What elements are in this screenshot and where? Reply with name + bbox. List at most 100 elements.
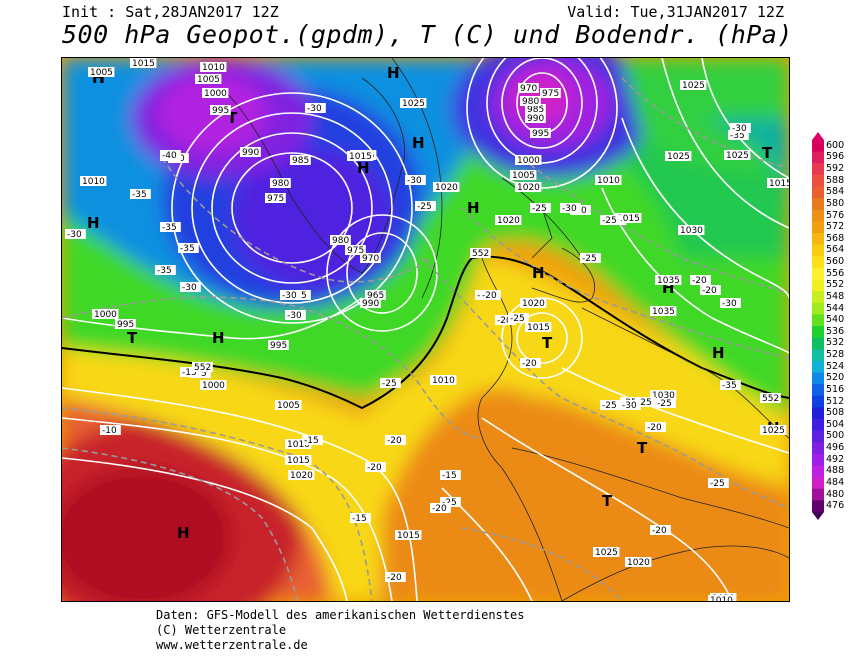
isobar-label-box [345, 245, 366, 255]
isotherm-label-box [580, 253, 601, 263]
isotherm-label: -20 [482, 291, 497, 301]
legend-swatch [812, 244, 824, 257]
height-label-box [470, 248, 491, 258]
isobar-label-box [595, 175, 622, 185]
isotherm-label-box [178, 243, 199, 253]
isotherm-label-box [480, 290, 501, 300]
isobar-label: 980 [332, 236, 349, 246]
legend-label: 576 [826, 209, 845, 221]
isobar-label: 1035 [652, 307, 675, 317]
isotherm-label: -20 [692, 276, 707, 286]
isotherm-label-box [430, 503, 451, 513]
isobar-label-box [708, 595, 735, 601]
isobar-label: 965 [367, 291, 384, 301]
isobar-label-box [680, 80, 707, 90]
low-pressure-center: T [127, 329, 138, 347]
isobar-label-box [202, 88, 229, 98]
legend-label: 528 [826, 349, 845, 361]
isotherm-label-box [720, 380, 741, 390]
isobar-label: 1015 [617, 214, 640, 224]
isotherm-label: -15 [182, 368, 197, 378]
isobar-label-box [433, 182, 460, 192]
isotherm-label: -10 [102, 426, 117, 436]
height-label-box [192, 362, 213, 372]
isotherm-label-box [650, 525, 671, 535]
isobar-label: 1025 [726, 151, 749, 161]
isobar-label-box [275, 400, 302, 410]
valid-time: Valid: Tue,31JAN2017 12Z [567, 3, 784, 21]
legend-label: 560 [826, 256, 845, 268]
legend-label: 508 [826, 407, 845, 419]
isotherms [62, 77, 789, 601]
isotherm-label-box [530, 203, 551, 213]
isotherm-label-box [180, 282, 201, 292]
isotherm-label: -35 [132, 190, 147, 200]
isotherm-label: -35 [730, 131, 745, 141]
legend-bar [812, 140, 824, 512]
isotherm-label: -20 [432, 504, 447, 514]
isotherm-label-box [365, 462, 386, 472]
legend-swatch [812, 360, 824, 373]
weather-map[interactable]: HHHHHHHHHHHHTTTTTTT 10051015101010051000… [61, 57, 790, 602]
high-pressure-center: H [712, 344, 725, 362]
isobar-label: 1025 [402, 99, 425, 109]
high-pressure-center: H [177, 524, 190, 542]
isobar-label-box [525, 322, 552, 332]
footer-website[interactable]: www.wetterzentrale.de [156, 638, 308, 652]
isotherm-label: -15 [352, 514, 367, 524]
legend-label: 536 [826, 325, 845, 337]
isobar-label-box [200, 62, 227, 72]
isotherm-label: -30 [182, 283, 197, 293]
isotherm-label-box [415, 201, 436, 211]
low-pressure-center: T [542, 334, 553, 352]
isotherm-label: -25 [657, 399, 672, 409]
isobar-label: 985 [292, 156, 309, 166]
isotherm-label: -30 [287, 311, 302, 321]
isotherm-label: -25 [382, 379, 397, 389]
isobar-label-box [365, 290, 386, 300]
legend-label: 488 [826, 465, 845, 477]
isobar-label-box [330, 235, 351, 245]
isobar-label-box [650, 390, 677, 400]
legend-swatch [812, 349, 824, 362]
isobar-label: 990 [242, 148, 259, 158]
isobar-label: 1015 [397, 531, 420, 541]
isotherm-label: -20 [497, 316, 512, 326]
legend-swatch [812, 198, 824, 211]
isotherm-label-box [155, 265, 176, 275]
isotherm-label-box [635, 397, 656, 407]
isotherm-label-box [440, 497, 461, 507]
isotherm-label-box [180, 367, 201, 377]
isobar-label-box [767, 178, 789, 188]
legend-swatch [812, 174, 824, 187]
low-pressure-center: T [762, 144, 773, 162]
legend-swatch [812, 186, 824, 199]
isotherm-label: -20 [367, 463, 382, 473]
isobar-label: 990 [362, 299, 379, 309]
footer: Daten: GFS-Modell des amerikanischen Wet… [156, 608, 524, 653]
height-label: 552 [472, 249, 489, 259]
isobar-label-box [520, 96, 541, 106]
legend-swatch [812, 337, 824, 350]
isobar-label: 1005 [512, 171, 535, 181]
isobar-label-box [240, 147, 261, 157]
legend-label: 540 [826, 314, 845, 326]
low-pressure-center: T [637, 439, 648, 457]
isotherm-label-box [508, 313, 529, 323]
map-title: 500 hPa Geopot.(gpdm), T (C) und Bodendr… [62, 20, 793, 49]
high-pressure-center: H [532, 264, 545, 282]
isobar-label: 1030 [652, 391, 675, 401]
legend-swatch [812, 372, 824, 385]
isobar-label-box [515, 155, 542, 165]
isobar-label: 1010 [82, 177, 105, 187]
isotherm-label-box [730, 123, 751, 133]
isobar-label-box [285, 439, 312, 449]
legend-swatch [812, 407, 824, 420]
map-canvas: HHHHHHHHHHHHTTTTTTT 10051015101010051000… [62, 58, 789, 601]
isobar-label: 1020 [627, 558, 650, 568]
isobar-label-box [650, 306, 677, 316]
isobar-label-box [115, 319, 136, 329]
legend-label: 484 [826, 476, 845, 488]
init-time: Init : Sat,28JAN2017 12Z [62, 3, 279, 21]
legend-swatch [812, 477, 824, 490]
